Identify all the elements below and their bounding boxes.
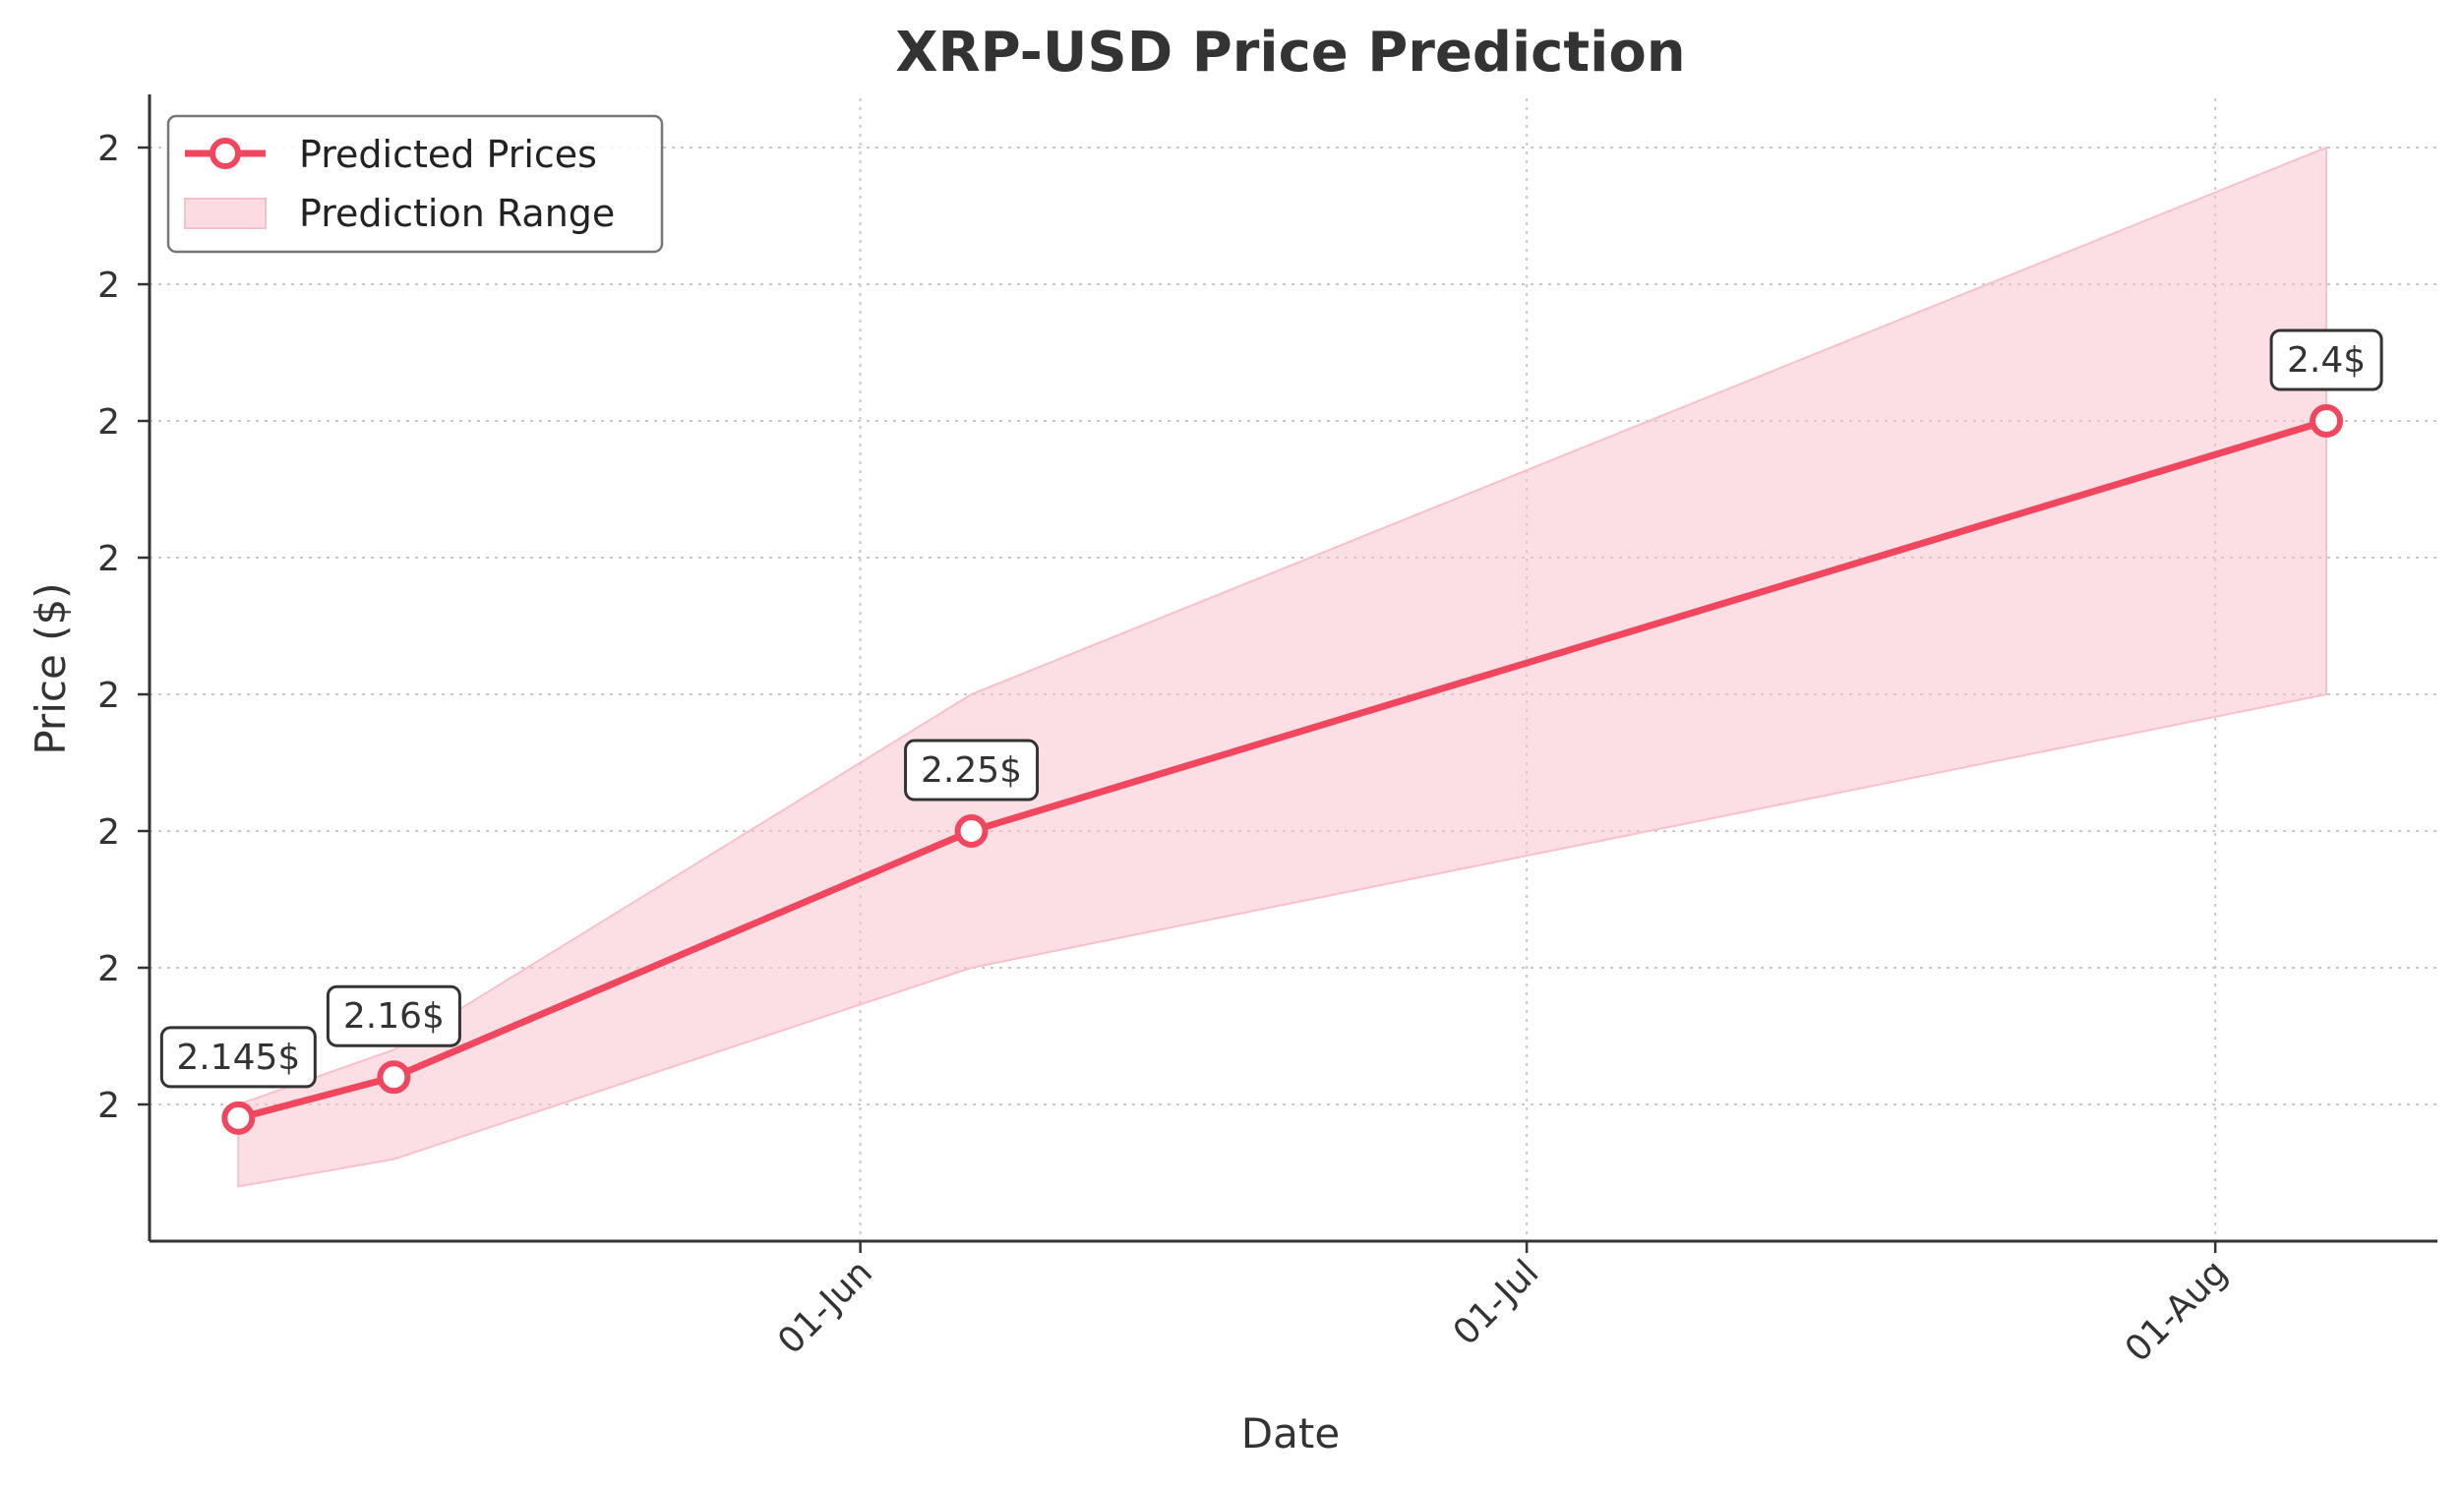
y-tick-label: 2 (97, 129, 120, 169)
data-label: 2.4$ (2287, 340, 2366, 381)
data-labels: 2.145$ 2.16$ 2.25$ 2.4$ (159, 328, 2383, 1089)
data-label: 2.16$ (343, 996, 445, 1037)
data-point (2310, 404, 2344, 439)
y-axis-label: Price ($) (27, 582, 75, 754)
legend-label-predicted: Predicted Prices (299, 133, 597, 176)
data-point (377, 1060, 411, 1095)
data-point (954, 814, 989, 849)
legend-marker-swatch (210, 138, 241, 169)
y-tick-label: 2 (97, 539, 120, 579)
predicted-prices-line (237, 417, 2328, 1122)
data-label: 2.145$ (176, 1038, 300, 1078)
prediction-range-area (237, 146, 2328, 1188)
y-tick-label: 2 (97, 402, 120, 443)
data-label-box (904, 739, 1040, 802)
legend-label-range: Prediction Range (299, 192, 615, 235)
axes (138, 94, 2437, 1253)
y-tick-label: 2 (97, 949, 120, 989)
data-label-box (326, 984, 461, 1047)
legend-box (166, 114, 664, 254)
data-point (221, 1101, 256, 1135)
data-label-box (159, 1026, 317, 1089)
y-tick-label: 2 (97, 266, 120, 306)
predicted-prices-series (221, 404, 2344, 1135)
data-label-box (2269, 328, 2383, 391)
y-tick-label: 2 (97, 812, 120, 853)
data-label: 2.25$ (921, 750, 1022, 791)
y-tick-label: 2 (97, 676, 120, 716)
chart-title: XRP-USD Price Prediction (895, 21, 1685, 85)
legend-range-swatch (184, 198, 267, 229)
x-axis-label: Date (1241, 1409, 1340, 1458)
prediction-range-band (237, 146, 2328, 1188)
legend: Predicted Prices Prediction Range (166, 114, 664, 254)
y-tick-label: 2 (97, 1086, 120, 1126)
